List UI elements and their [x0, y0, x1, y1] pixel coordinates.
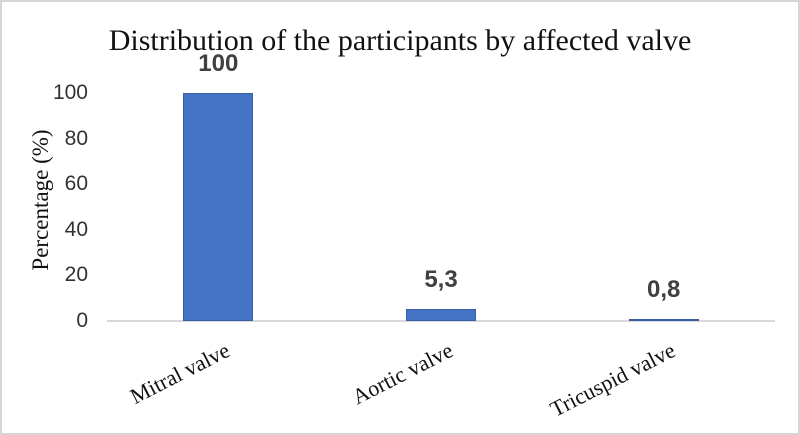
data-label: 5,3 [424, 265, 458, 293]
y-tick-label: 40 [64, 217, 88, 241]
category-label: Mitral valve [126, 337, 234, 409]
x-axis-line [107, 320, 775, 322]
bar-tricuspid-valve [628, 319, 699, 321]
data-label: 100 [198, 50, 239, 77]
category-label: Tricuspid valve [545, 337, 680, 422]
bar-mitral-valve [183, 93, 254, 321]
y-tick-label: 100 [52, 81, 88, 104]
y-tick-label: 80 [64, 126, 88, 150]
y-tick-label: 0 [76, 309, 88, 332]
y-axis-title: Percentage (%) [28, 129, 53, 271]
chart-title: Distribution of the participants by affe… [108, 24, 692, 57]
category-label: Aortic valve [347, 337, 457, 410]
bar-aortic-valve [406, 308, 476, 321]
data-label: 0,8 [646, 276, 681, 303]
y-tick-label: 60 [64, 172, 88, 196]
y-tick-label: 20 [64, 263, 88, 287]
